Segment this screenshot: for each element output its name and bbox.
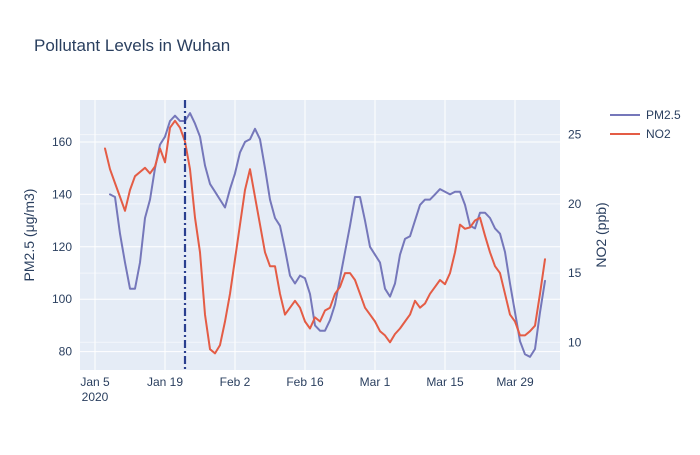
x-tick-label: Feb 16 <box>286 375 324 389</box>
x-year-label: 2020 <box>82 390 109 404</box>
y2-tick-label: 15 <box>568 266 582 280</box>
series-line-pm25[interactable] <box>109 112 546 358</box>
chart-title: Pollutant Levels in Wuhan <box>34 36 230 55</box>
gridlines <box>80 100 560 370</box>
y2-axis-title: NO2 (ppb) <box>593 202 609 267</box>
legend-label-no2: NO2 <box>646 127 671 141</box>
y-tick-label: 120 <box>52 240 72 254</box>
x-tick-label: Mar 29 <box>496 375 534 389</box>
x-tick-label: Jan 19 <box>147 375 183 389</box>
x-tick-label: Mar 15 <box>426 375 464 389</box>
y-tick-label: 80 <box>59 345 73 359</box>
x-tick-label: Mar 1 <box>360 375 391 389</box>
y2-tick-label: 20 <box>568 197 582 211</box>
y2-tick-label: 10 <box>568 335 582 349</box>
y-tick-label: 100 <box>52 292 72 306</box>
series-layer <box>104 112 546 358</box>
y-axis-title: PM2.5 (μg/m3) <box>21 189 37 282</box>
y-tick-label: 140 <box>52 187 72 201</box>
x-tick-label: Feb 2 <box>220 375 251 389</box>
legend-item-no2[interactable]: NO2 <box>610 127 671 141</box>
legend[interactable]: PM2.5 NO2 <box>610 108 681 141</box>
y2-tick-label: 25 <box>568 128 582 142</box>
legend-label-pm25: PM2.5 <box>646 108 681 122</box>
legend-item-pm25[interactable]: PM2.5 <box>610 108 681 122</box>
x-tick-label: Jan 5 <box>80 375 110 389</box>
axes-layer: 80 100 120 140 160 10 15 20 25 Jan 5 Jan 19 Feb 2 Fe… <box>52 128 582 404</box>
series-line-no2[interactable] <box>104 119 546 355</box>
y-tick-label: 160 <box>52 135 72 149</box>
